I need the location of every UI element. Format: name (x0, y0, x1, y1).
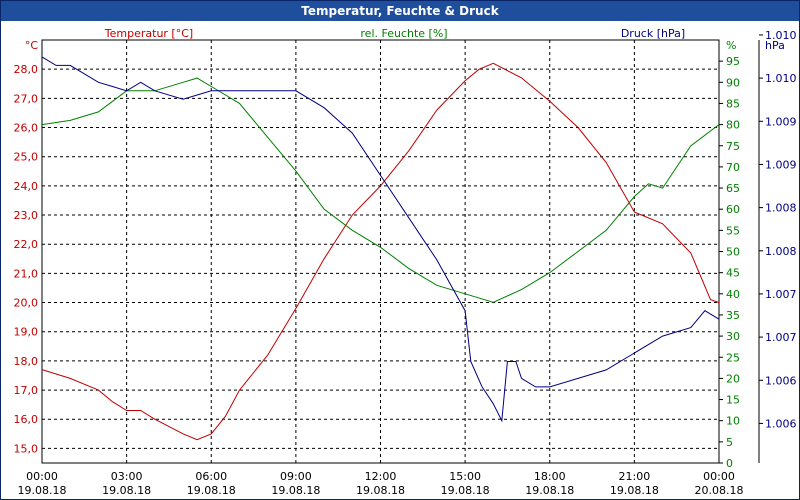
pressure-tick-label: 1.009 (765, 158, 797, 171)
temperature-tick-label: 22,0 (14, 238, 39, 251)
x-tick-label-time: 12:00 (365, 470, 397, 483)
humidity-tick-label: 60 (726, 203, 740, 216)
x-tick-label-date: 19.08.18 (271, 484, 320, 497)
temperature-tick-label: 24,0 (14, 180, 39, 193)
x-tick-label-date: 20.08.18 (695, 484, 744, 497)
x-tick-label-date: 19.08.18 (525, 484, 574, 497)
chart-title: Temperatur, Feuchte & Druck (1, 1, 799, 21)
pressure-unit-label: hPa (765, 39, 785, 52)
humidity-unit-label: % (726, 39, 736, 52)
temperature-tick-label: 28,0 (14, 63, 39, 76)
humidity-tick-label: 70 (726, 161, 740, 174)
x-tick-label-date: 19.08.18 (610, 484, 659, 497)
pressure-tick-label: 1.010 (765, 72, 797, 85)
temperature-tick-label: 15,0 (14, 442, 39, 455)
humidity-tick-label: 40 (726, 288, 740, 301)
humidity-tick-label: 30 (726, 330, 740, 343)
temperature-unit-label: °C (25, 39, 39, 52)
humidity-tick-label: 15 (726, 394, 740, 407)
humidity-tick-label: 20 (726, 372, 740, 385)
x-tick-label-time: 06:00 (195, 470, 227, 483)
temperature-axis-title: Temperatur [°C] (104, 27, 193, 40)
x-tick-label-time: 03:00 (111, 470, 143, 483)
x-tick-label-time: 09:00 (280, 470, 312, 483)
humidity-tick-label: 35 (726, 309, 740, 322)
x-tick-label-date: 19.08.18 (356, 484, 405, 497)
humidity-tick-label: 65 (726, 182, 740, 195)
humidity-tick-label: 90 (726, 76, 740, 89)
x-tick-label-time: 00:00 (703, 470, 735, 483)
pressure-tick-label: 1.006 (765, 417, 797, 430)
humidity-axis-title: rel. Feuchte [%] (360, 27, 447, 40)
temperature-tick-label: 18,0 (14, 355, 39, 368)
humidity-tick-label: 25 (726, 351, 740, 364)
pressure-series-line (41, 56, 720, 423)
pressure-tick-label: 1.008 (765, 245, 797, 258)
temperature-tick-label: 27,0 (14, 92, 39, 105)
x-tick-label-time: 21:00 (619, 470, 651, 483)
pressure-tick-label: 1.008 (765, 202, 797, 215)
humidity-tick-label: 55 (726, 224, 740, 237)
humidity-tick-label: 0 (726, 457, 733, 470)
humidity-tick-label: 75 (726, 140, 740, 153)
x-tick-label-date: 19.08.18 (18, 484, 67, 497)
x-tick-label-time: 15:00 (449, 470, 481, 483)
pressure-tick-label: 1.007 (765, 288, 797, 301)
x-tick-label-date: 19.08.18 (102, 484, 151, 497)
humidity-tick-label: 5 (726, 436, 733, 449)
temperature-tick-label: 19,0 (14, 326, 39, 339)
humidity-tick-label: 50 (726, 246, 740, 259)
temperature-tick-label: 21,0 (14, 267, 39, 280)
pressure-tick-label: 1.007 (765, 331, 797, 344)
pressure-tick-label: 1.009 (765, 115, 797, 128)
temperature-tick-label: 20,0 (14, 297, 39, 310)
x-tick-label-date: 19.08.18 (441, 484, 490, 497)
temperature-tick-label: 26,0 (14, 122, 39, 135)
pressure-tick-label: 1.010 (765, 29, 797, 42)
humidity-tick-label: 80 (726, 119, 740, 132)
x-tick-label-time: 18:00 (534, 470, 566, 483)
x-tick-label-time: 00:00 (26, 470, 58, 483)
temperature-tick-label: 17,0 (14, 384, 39, 397)
pressure-axis-title: Druck [hPa] (621, 27, 685, 40)
humidity-series-line (41, 77, 720, 303)
pressure-tick-label: 1.006 (765, 374, 797, 387)
temperature-tick-label: 25,0 (14, 151, 39, 164)
humidity-tick-label: 10 (726, 415, 740, 428)
temperature-tick-label: 23,0 (14, 209, 39, 222)
humidity-tick-label: 45 (726, 267, 740, 280)
temperature-tick-label: 16,0 (14, 413, 39, 426)
humidity-tick-label: 85 (726, 97, 740, 110)
temperature-series-line (41, 62, 720, 441)
humidity-tick-label: 95 (726, 55, 740, 68)
x-tick-label-date: 19.08.18 (187, 484, 236, 497)
